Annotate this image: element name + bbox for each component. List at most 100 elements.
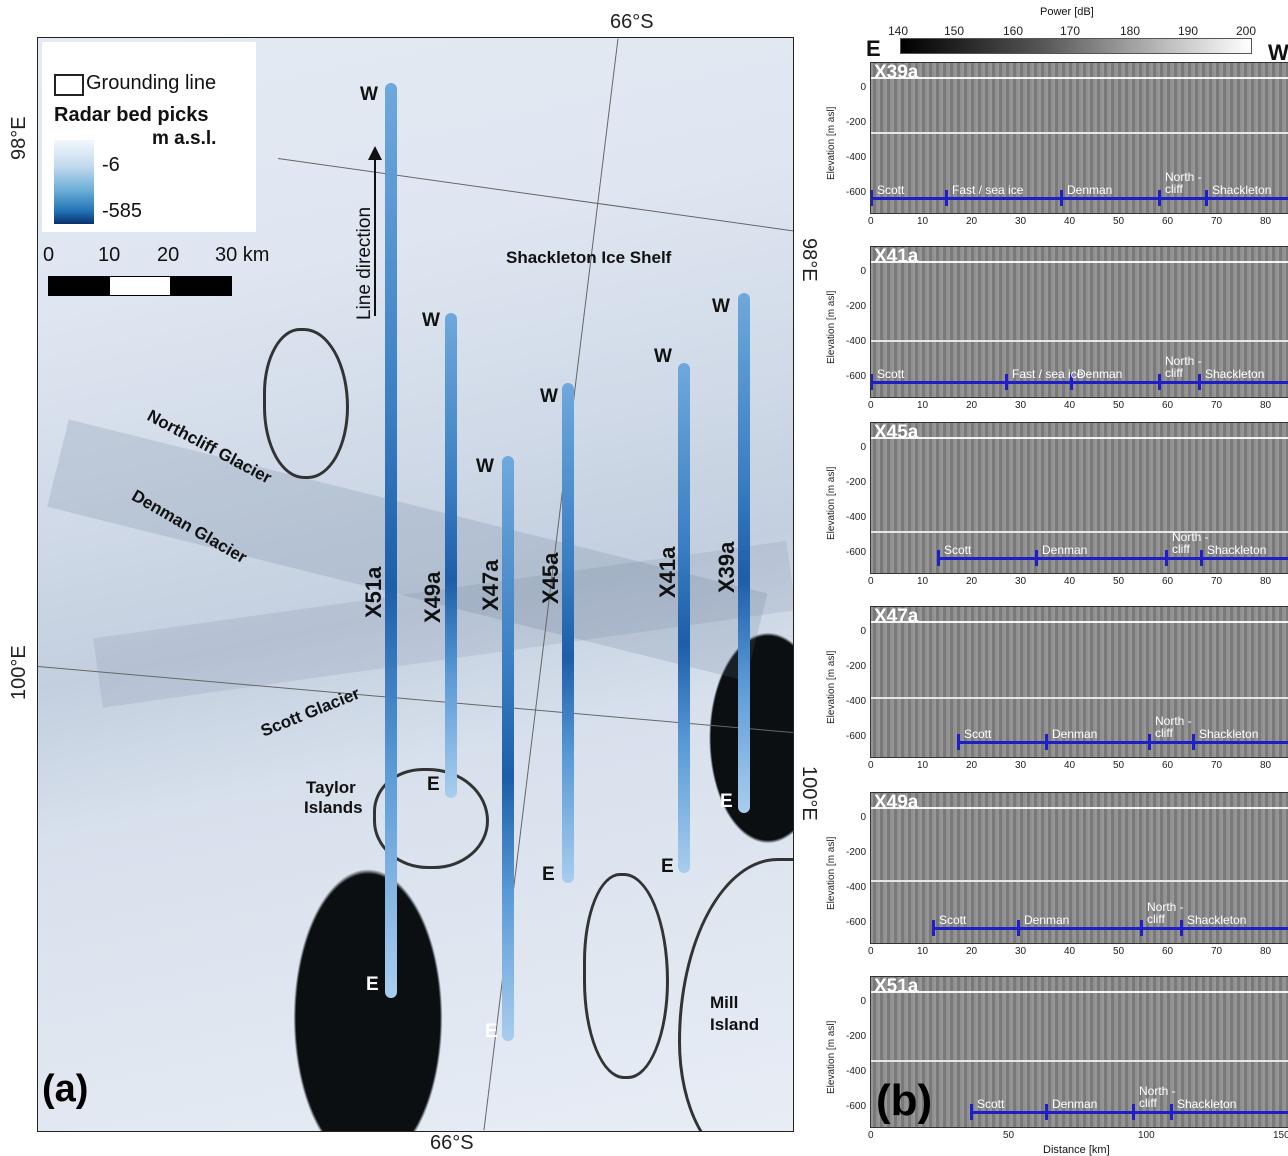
segment-label: Denman [1024, 913, 1070, 927]
grounding-line-outline [373, 768, 489, 869]
x-tick-label: 30 [1015, 400, 1027, 411]
x-tick-label: 80 [1260, 760, 1272, 771]
depth-colorbar [54, 140, 94, 224]
west-marker: W [712, 296, 730, 317]
x-tick-label: 30 [1015, 946, 1027, 957]
y-tick-label: -600 [845, 371, 866, 382]
power-tick: 150 [944, 24, 965, 38]
x-tick-label: 60 [1162, 216, 1174, 227]
east-marker: E [427, 774, 440, 795]
scale-tick: 20 [157, 244, 180, 266]
ice-surface-reflection [871, 991, 1288, 993]
segment-tick [945, 190, 948, 206]
x-tick-label: 70 [1211, 946, 1223, 957]
x-tick-label: 80 [1260, 216, 1272, 227]
west-marker: W [422, 310, 440, 331]
radar-track-X49a[interactable] [445, 313, 457, 798]
x-tick-label: 50 [1113, 400, 1125, 411]
coord-label-right: 98°E [798, 238, 820, 282]
panel-label-a: (a) [42, 1068, 89, 1110]
radar-track-X41a[interactable] [678, 363, 690, 873]
y-tick-label: -600 [845, 731, 866, 742]
x-tick-label: 10 [917, 946, 929, 957]
x-tick-label: 10 [917, 760, 929, 771]
y-tick-label: -400 [845, 882, 866, 893]
y-tick-label: -600 [845, 1101, 866, 1112]
power-tick: 160 [1003, 24, 1024, 38]
x-tick-label: 70 [1211, 216, 1223, 227]
x-tick-label: 70 [1211, 400, 1223, 411]
coord-label-left: 98°E [8, 116, 30, 160]
segment-label: North -cliff [1155, 714, 1192, 740]
scott-glacier-label: Scott Glacier [258, 683, 363, 741]
mill-island-label: Mill [710, 993, 739, 1012]
coord-label-top: 66°S [610, 11, 654, 33]
segment-label: Scott [877, 367, 905, 381]
y-tick-label: 0 [860, 82, 866, 93]
segment-label: Denman [1077, 367, 1123, 381]
segment-label: North -cliff [1172, 530, 1209, 556]
line-direction-label: Line direction [354, 206, 375, 320]
segment-tick [1132, 1104, 1135, 1120]
ice-surface-reflection [871, 437, 1288, 439]
east-marker: E [542, 864, 555, 885]
y-tick-label: -600 [845, 187, 866, 198]
west-marker: W [654, 346, 672, 367]
segment-label: Shackleton [1207, 543, 1267, 557]
x-tick-label: 0 [868, 576, 874, 587]
east-marker: E [661, 856, 674, 877]
segment-tick [1170, 1104, 1173, 1120]
segment-line [938, 557, 1288, 560]
track-label: X51a [361, 566, 386, 618]
west-marker: W [476, 456, 494, 477]
coord-label-bottom: 66°S [430, 1132, 474, 1154]
grounding-line-swatch [54, 74, 84, 96]
x-tick-label: 60 [1162, 760, 1174, 771]
ice-base-reflection [871, 132, 1288, 134]
x-tick-label: 60 [1162, 946, 1174, 957]
radar-track-X39a[interactable] [738, 293, 750, 813]
radar-track-X51a[interactable] [385, 83, 397, 998]
east-marker: E [485, 1021, 498, 1042]
segment-label: Scott [939, 913, 967, 927]
radar-profile-X51a: X51a Scott Denman North -cliff Shackleton [870, 976, 1288, 1128]
y-tick-label: 0 [860, 266, 866, 277]
panel-label-b: (b) [876, 1076, 933, 1125]
x-tick-label: 10 [917, 400, 929, 411]
segment-label: Denman [1052, 727, 1098, 741]
x-tick-label: 70 [1211, 576, 1223, 587]
track-label: X45a [538, 552, 563, 604]
colorbar-min-label: -6 [102, 154, 120, 176]
x-tick-label: 20 [966, 400, 978, 411]
segment-label: North -cliff [1139, 1084, 1176, 1110]
power-colorbar-title: Power [dB] [1040, 6, 1094, 18]
segment-tick [871, 374, 873, 390]
radar-bed-picks-title: Radar bed picks [54, 104, 209, 126]
x-tick-label: 20 [966, 216, 978, 227]
y-tick-label: -400 [845, 696, 866, 707]
segment-tick [970, 1104, 973, 1120]
y-tick-label: -600 [845, 917, 866, 928]
x-tick-label: 80 [1260, 946, 1272, 957]
y-tick-label: 0 [860, 442, 866, 453]
x-tick-label: 60 [1162, 576, 1174, 587]
segment-label: Shackleton [1205, 367, 1265, 381]
y-tick-label: -400 [845, 336, 866, 347]
ice-surface-reflection [871, 77, 1288, 79]
segment-label: North -cliff [1147, 900, 1184, 926]
radar-track-X47a[interactable] [502, 456, 514, 1041]
radar-track-X45a[interactable] [562, 383, 574, 883]
segment-label: Scott [877, 183, 905, 197]
east-marker: E [720, 791, 733, 812]
coord-label-left: 100°E [8, 645, 30, 700]
segment-tick [1070, 374, 1073, 390]
power-tick: 200 [1236, 24, 1257, 38]
ice-base-reflection [871, 340, 1288, 342]
track-label: X41a [655, 546, 680, 598]
west-marker: W [540, 386, 558, 407]
segment-label: Fast / sea ice [952, 183, 1024, 197]
y-tick-label: -400 [845, 512, 866, 523]
y-tick-label: -200 [845, 117, 866, 128]
x-tick-label: 0 [868, 760, 874, 771]
x-tick-label: 30 [1015, 576, 1027, 587]
